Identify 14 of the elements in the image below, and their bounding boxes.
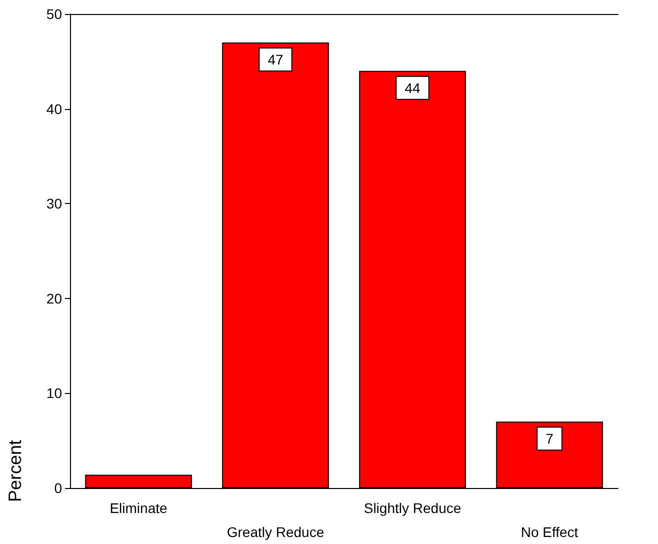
y-tick-label: 0 [54, 480, 62, 496]
y-tick-label: 10 [46, 385, 62, 402]
y-tick-label: 50 [46, 6, 62, 22]
data-label: 7 [546, 430, 554, 447]
y-axis-title: Percent [5, 440, 25, 502]
x-tick-label: Greatly Reduce [226, 524, 324, 540]
x-tick-label: Slightly Reduce [364, 500, 462, 516]
y-tick-label: 30 [46, 196, 62, 212]
y-tick-label: 20 [46, 290, 62, 306]
y-tick-label: 40 [46, 100, 62, 117]
data-label: 44 [404, 80, 420, 96]
data-label: 47 [268, 51, 284, 68]
x-tick-label: Eliminate [110, 500, 168, 516]
x-tick-label: No Effect [520, 524, 578, 540]
